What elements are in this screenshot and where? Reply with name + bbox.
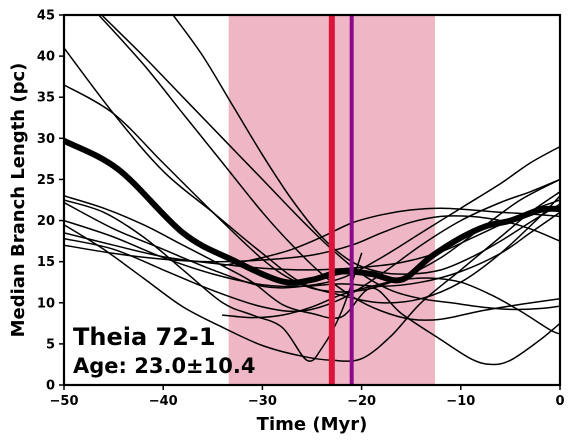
x-tick-label: −50 (50, 394, 79, 409)
x-tick-label: −10 (446, 394, 475, 409)
branch-length-series-7 (64, 195, 560, 366)
x-axis-label: Time (Myr) (257, 414, 368, 435)
median-layer (64, 137, 560, 286)
x-tick-label: −40 (149, 394, 178, 409)
age-annotation: Age: 23.0±10.4 (73, 354, 255, 378)
y-tick-label: 15 (37, 255, 55, 270)
branch-length-series-14 (221, 207, 560, 267)
y-tick-label: 30 (37, 132, 55, 147)
tick-layer: −50 −40 −30 −20 −10 0 0 5 10 15 20 25 30 35 40 45 (37, 9, 565, 410)
y-tick-label: 25 (37, 173, 55, 188)
y-axis-label: Median Branch Length (pc) (8, 63, 29, 338)
y-tick-label: 0 (46, 379, 55, 394)
y-tick-label: 5 (46, 337, 55, 352)
y-tick-label: 10 (37, 296, 55, 311)
branch-length-series-6 (64, 199, 363, 362)
median-branch-length-line (64, 137, 560, 286)
branch-length-series-9 (64, 178, 560, 313)
y-tick-label: 20 (37, 214, 55, 229)
branch-length-series-5 (172, 15, 560, 275)
vline-layer (328, 15, 354, 385)
y-tick-label: 40 (37, 50, 55, 65)
branch-length-series-10 (64, 145, 560, 289)
x-tick-label: −20 (347, 394, 376, 409)
cluster-name-annotation: Theia 72-1 (73, 323, 216, 351)
branch-length-series-13 (64, 211, 560, 288)
y-tick-label: 35 (37, 91, 55, 106)
plot-frame (62, 13, 562, 387)
y-tick-label: 45 (37, 9, 55, 24)
x-tick-label: 0 (555, 394, 564, 409)
x-tick-label: −30 (248, 394, 277, 409)
